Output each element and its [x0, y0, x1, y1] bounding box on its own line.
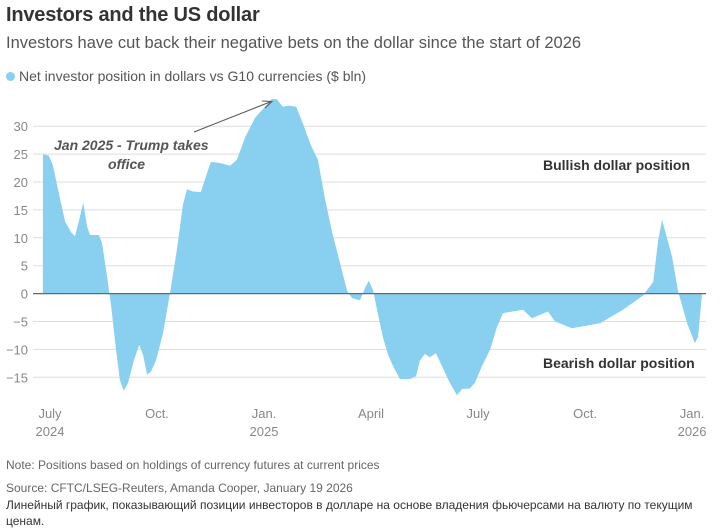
y-tick-label: 25 [14, 147, 28, 162]
bullish-label: Bullish dollar position [543, 157, 690, 173]
legend-swatch [6, 71, 15, 81]
y-tick-label: 10 [14, 231, 28, 246]
legend-label: Net investor position in dollars vs G10 … [19, 68, 367, 84]
y-tick-label: −5 [13, 315, 28, 330]
annotation-text-line2: office [108, 156, 145, 172]
x-tick-label: July [466, 406, 490, 421]
x-axis: July 2024 Oct. Jan. 2025 April July Oct. Jan. 202… [36, 406, 707, 439]
annotation-text-line1: Jan 2025 - Trump takes [54, 137, 209, 153]
source: Source: CFTC/LSEG-Reuters, Amanda Cooper… [6, 481, 353, 495]
y-tick-label: −10 [6, 342, 28, 357]
x-tick-year-label: 2025 [250, 424, 279, 439]
footnote: Note: Positions based on holdings of cur… [6, 458, 380, 472]
y-axis: −15 −10 −5 0 5 10 15 20 25 30 [6, 119, 28, 385]
x-tick-label: Jan. [252, 406, 277, 421]
chart-title: Investors and the US dollar [6, 4, 260, 26]
area-series [42, 98, 703, 396]
x-tick-label: July [38, 406, 62, 421]
annotation-arrow-line [193, 101, 271, 133]
y-tick-label: 15 [14, 203, 28, 218]
y-tick-label: −15 [6, 370, 28, 385]
x-tick-label: Oct. [145, 406, 169, 421]
y-tick-label: 30 [14, 119, 28, 134]
arrowhead-icon [261, 100, 274, 109]
y-tick-label: 0 [21, 287, 28, 302]
y-tick-label: 5 [21, 259, 28, 274]
x-tick-year-label: 2024 [36, 424, 65, 439]
gridlines [33, 125, 706, 378]
x-tick-label: Oct. [573, 406, 597, 421]
annotation-trump: Jan 2025 - Trump takes office [54, 100, 274, 172]
chart-subtitle: Investors have cut back their negative b… [6, 34, 582, 52]
x-tick-label: April [358, 406, 384, 421]
x-tick-year-label: 2026 [678, 424, 707, 439]
alt-description: Линейный график, показывающий позиции ин… [6, 498, 693, 528]
y-tick-label: 20 [14, 175, 28, 190]
legend: Net investor position in dollars vs G10 … [6, 68, 366, 84]
x-tick-label: Jan. [680, 406, 705, 421]
bearish-label: Bearish dollar position [543, 355, 695, 371]
